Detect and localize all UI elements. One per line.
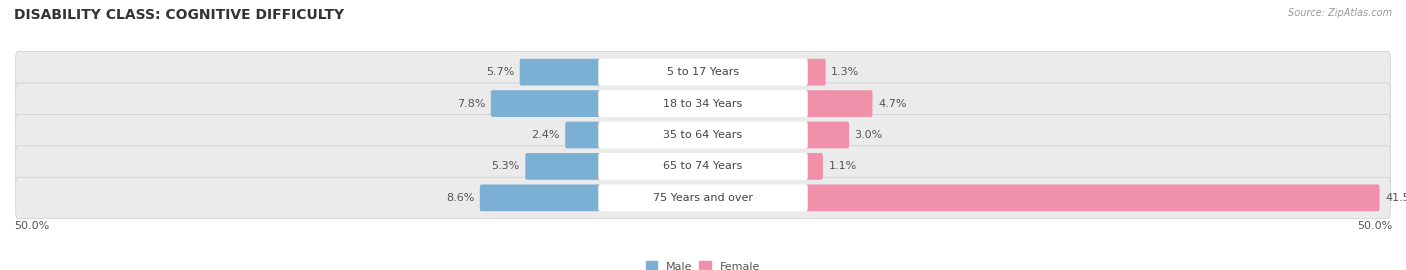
Text: 1.1%: 1.1% [828,161,856,171]
FancyBboxPatch shape [15,83,1391,124]
Text: 41.5%: 41.5% [1385,193,1406,203]
FancyBboxPatch shape [599,184,807,211]
Legend: Male, Female: Male, Female [641,257,765,270]
FancyBboxPatch shape [806,153,823,180]
Text: 5.3%: 5.3% [492,161,520,171]
Text: 4.7%: 4.7% [877,99,907,109]
FancyBboxPatch shape [15,114,1391,156]
Text: DISABILITY CLASS: COGNITIVE DIFFICULTY: DISABILITY CLASS: COGNITIVE DIFFICULTY [14,8,344,22]
Text: 7.8%: 7.8% [457,99,485,109]
Text: 65 to 74 Years: 65 to 74 Years [664,161,742,171]
Text: 50.0%: 50.0% [1357,221,1392,231]
FancyBboxPatch shape [806,122,849,148]
FancyBboxPatch shape [599,59,807,86]
FancyBboxPatch shape [526,153,600,180]
FancyBboxPatch shape [599,90,807,117]
Text: 3.0%: 3.0% [855,130,883,140]
FancyBboxPatch shape [806,59,825,86]
FancyBboxPatch shape [491,90,600,117]
Text: 1.3%: 1.3% [831,67,859,77]
FancyBboxPatch shape [599,122,807,148]
Text: 2.4%: 2.4% [531,130,560,140]
FancyBboxPatch shape [806,184,1379,211]
FancyBboxPatch shape [15,146,1391,187]
Text: 5 to 17 Years: 5 to 17 Years [666,67,740,77]
Text: 18 to 34 Years: 18 to 34 Years [664,99,742,109]
Text: Source: ZipAtlas.com: Source: ZipAtlas.com [1288,8,1392,18]
Text: 5.7%: 5.7% [486,67,515,77]
FancyBboxPatch shape [479,184,600,211]
Text: 8.6%: 8.6% [446,193,474,203]
Text: 75 Years and over: 75 Years and over [652,193,754,203]
FancyBboxPatch shape [15,52,1391,93]
FancyBboxPatch shape [520,59,600,86]
FancyBboxPatch shape [806,90,873,117]
Text: 50.0%: 50.0% [14,221,49,231]
FancyBboxPatch shape [599,153,807,180]
FancyBboxPatch shape [15,177,1391,218]
FancyBboxPatch shape [565,122,600,148]
Text: 35 to 64 Years: 35 to 64 Years [664,130,742,140]
